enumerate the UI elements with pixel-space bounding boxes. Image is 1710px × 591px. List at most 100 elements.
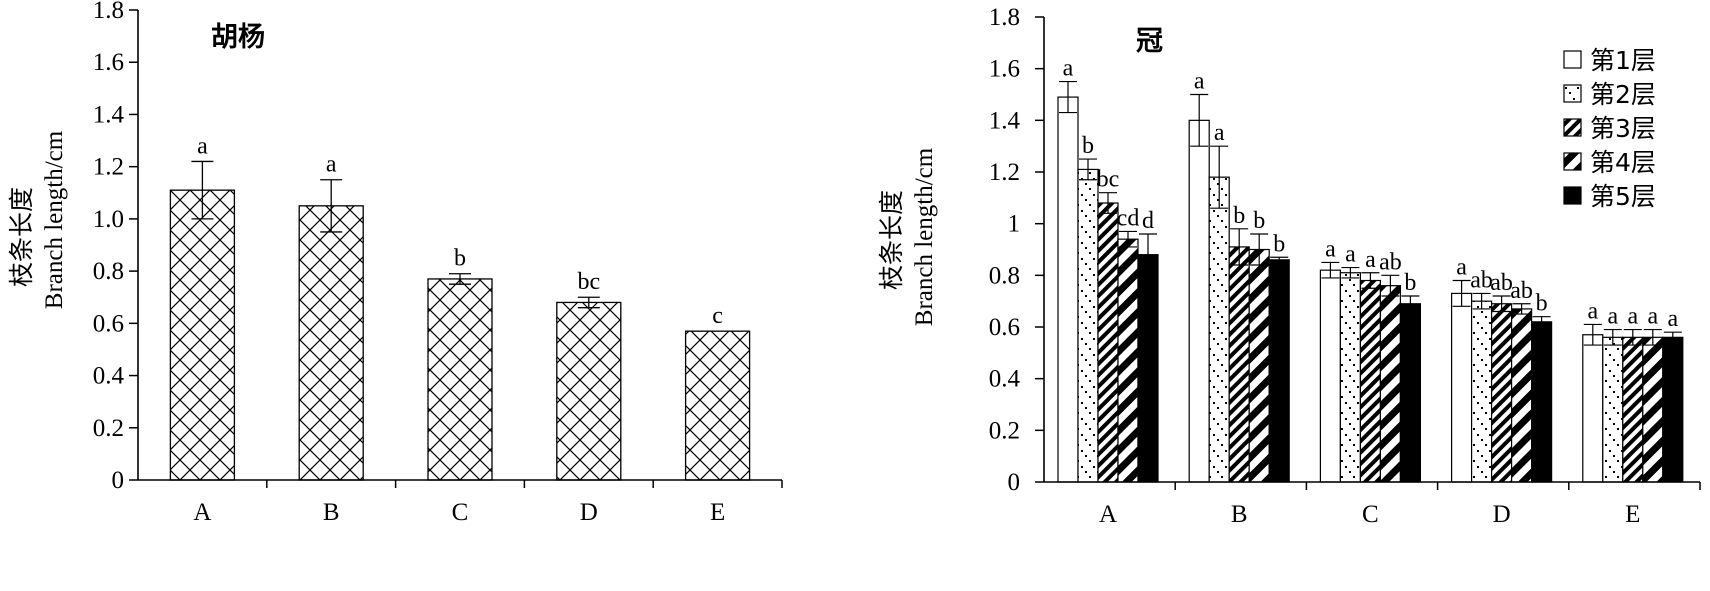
right-bar-E-layer3 bbox=[1622, 336, 1644, 483]
left-ylabel-cn: 枝条长度 bbox=[7, 187, 36, 287]
right-ytick-label: 1.6 bbox=[989, 56, 1020, 83]
right-bar-A-layer4 bbox=[1117, 238, 1139, 483]
right-sig-letter: ab bbox=[1379, 249, 1402, 275]
right-sig-letter: a bbox=[1063, 56, 1074, 82]
right-sig-letter: b bbox=[1404, 270, 1416, 296]
legend-label-layer1: 第1层 bbox=[1590, 46, 1656, 75]
right-sig-letter: ab bbox=[1490, 270, 1513, 296]
left-bar-C bbox=[427, 278, 493, 481]
right-category-label: A bbox=[1099, 501, 1117, 528]
legend-swatch-layer5 bbox=[1563, 186, 1582, 205]
right-sig-letter: a bbox=[1627, 304, 1638, 330]
left-ytick-label: 1.2 bbox=[93, 154, 124, 181]
left-sig-letter: c bbox=[712, 303, 723, 329]
right-bar-A-layer2 bbox=[1077, 168, 1099, 483]
left-bar-B bbox=[298, 205, 364, 481]
right-sig-letter: bc bbox=[1097, 167, 1120, 193]
legend-swatch-layer2 bbox=[1563, 84, 1582, 103]
right-chart: 冠 枝条长度 Branch length/cm 0 0.2 0.4 0.6 0.8 1 1.… bbox=[877, 4, 1701, 528]
right-ytick-label: 0.6 bbox=[989, 314, 1020, 341]
left-bar-A bbox=[169, 189, 236, 481]
legend-label-layer5: 第5层 bbox=[1590, 182, 1656, 211]
right-bar-C-layer4 bbox=[1379, 285, 1402, 483]
right-ytick-label: 0.4 bbox=[989, 366, 1021, 393]
left-ytick-label: 0.8 bbox=[93, 258, 124, 285]
right-ytick-label: 1 bbox=[1008, 211, 1021, 238]
right-bar-C-layer3 bbox=[1359, 279, 1382, 483]
right-sig-letter: a bbox=[1365, 247, 1376, 273]
right-category-label: C bbox=[1362, 501, 1379, 528]
left-sig-letter: a bbox=[197, 133, 208, 159]
right-sig-letter: d bbox=[1142, 208, 1154, 234]
right-sig-letter: a bbox=[1214, 120, 1225, 146]
right-chart-title: 冠 bbox=[1136, 26, 1163, 57]
right-sig-letter: b bbox=[1253, 208, 1265, 234]
left-ytick-label: 0 bbox=[112, 467, 125, 494]
left-category-label: E bbox=[710, 499, 725, 526]
right-bar-E-layer4 bbox=[1642, 336, 1664, 483]
right-category-label: B bbox=[1231, 501, 1248, 528]
right-bar-C-layer1 bbox=[1319, 269, 1342, 483]
right-sig-letter: a bbox=[1194, 69, 1205, 95]
right-bar-B-layer2 bbox=[1208, 176, 1230, 483]
right-sig-letter: a bbox=[1325, 236, 1336, 262]
legend-swatch-layer1 bbox=[1563, 50, 1582, 69]
right-sig-letter: cd bbox=[1117, 205, 1140, 231]
left-chart-title: 胡杨 bbox=[211, 22, 265, 53]
right-ylabel-en: Branch length/cm bbox=[911, 147, 938, 326]
right-bar-A-layer1 bbox=[1057, 96, 1079, 483]
right-bar-B-layer1 bbox=[1188, 119, 1210, 483]
left-sig-letter: b bbox=[454, 246, 466, 272]
left-category-label: B bbox=[323, 499, 340, 526]
left-ytick-label: 0.4 bbox=[93, 363, 125, 390]
right-sig-letter: b bbox=[1273, 231, 1285, 257]
left-sig-letter: bc bbox=[577, 269, 600, 295]
legend-label-layer2: 第2层 bbox=[1590, 80, 1656, 109]
right-sig-letter: a bbox=[1345, 242, 1356, 268]
right-sig-letter: b bbox=[1082, 133, 1094, 159]
right-ylabel-cn: 枝条长度 bbox=[877, 190, 906, 290]
left-ytick-label: 1.0 bbox=[93, 206, 124, 233]
legend-swatch-layer4 bbox=[1563, 152, 1582, 171]
right-ytick-label: 1.8 bbox=[989, 4, 1020, 31]
right-bar-D-layer1 bbox=[1450, 292, 1473, 483]
right-bar-E-layer2 bbox=[1602, 336, 1624, 483]
right-sig-letter: ab bbox=[1510, 278, 1533, 304]
right-bar-C-layer2 bbox=[1339, 272, 1362, 483]
right-sig-letter: a bbox=[1647, 304, 1658, 330]
left-category-label: D bbox=[580, 499, 598, 526]
right-bar-B-layer4 bbox=[1248, 248, 1270, 483]
legend-label-layer4: 第4层 bbox=[1590, 148, 1656, 177]
right-ytick-label: 0.8 bbox=[989, 262, 1020, 289]
right-sig-letter: ab bbox=[1470, 267, 1493, 293]
left-category-label: A bbox=[193, 499, 211, 526]
left-category-label: C bbox=[452, 499, 469, 526]
right-sig-letter: a bbox=[1607, 304, 1618, 330]
right-sig-letter: a bbox=[1456, 255, 1467, 281]
right-bar-A-layer5 bbox=[1137, 254, 1159, 483]
right-sig-letter: b bbox=[1233, 203, 1245, 229]
left-chart: 胡杨 枝条长度 Branch length/cm 0 0.2 0.4 0.6 0.8 1.… bbox=[7, 0, 783, 526]
right-ytick-label: 0 bbox=[1008, 469, 1021, 496]
right-bar-A-layer3 bbox=[1097, 202, 1119, 483]
right-bar-B-layer5 bbox=[1268, 259, 1290, 483]
left-ytick-label: 1.8 bbox=[93, 0, 124, 24]
right-bar-E-layer1 bbox=[1582, 334, 1604, 483]
right-category-label: E bbox=[1625, 501, 1640, 528]
right-bar-D-layer2 bbox=[1470, 300, 1493, 483]
right-bar-D-layer4 bbox=[1510, 308, 1533, 483]
right-bar-D-layer3 bbox=[1490, 303, 1513, 483]
left-ytick-label: 1.4 bbox=[93, 101, 125, 128]
legend-swatch-layer3 bbox=[1563, 118, 1582, 137]
left-ytick-label: 0.6 bbox=[93, 310, 124, 337]
right-bar-D-layer5 bbox=[1530, 321, 1553, 483]
left-ytick-label: 0.2 bbox=[93, 415, 124, 442]
right-sig-letter: b bbox=[1536, 291, 1548, 317]
right-bar-C-layer5 bbox=[1399, 303, 1422, 483]
right-ytick-label: 1.2 bbox=[989, 159, 1020, 186]
left-bar-E bbox=[684, 330, 751, 481]
left-bar-D bbox=[556, 301, 622, 481]
